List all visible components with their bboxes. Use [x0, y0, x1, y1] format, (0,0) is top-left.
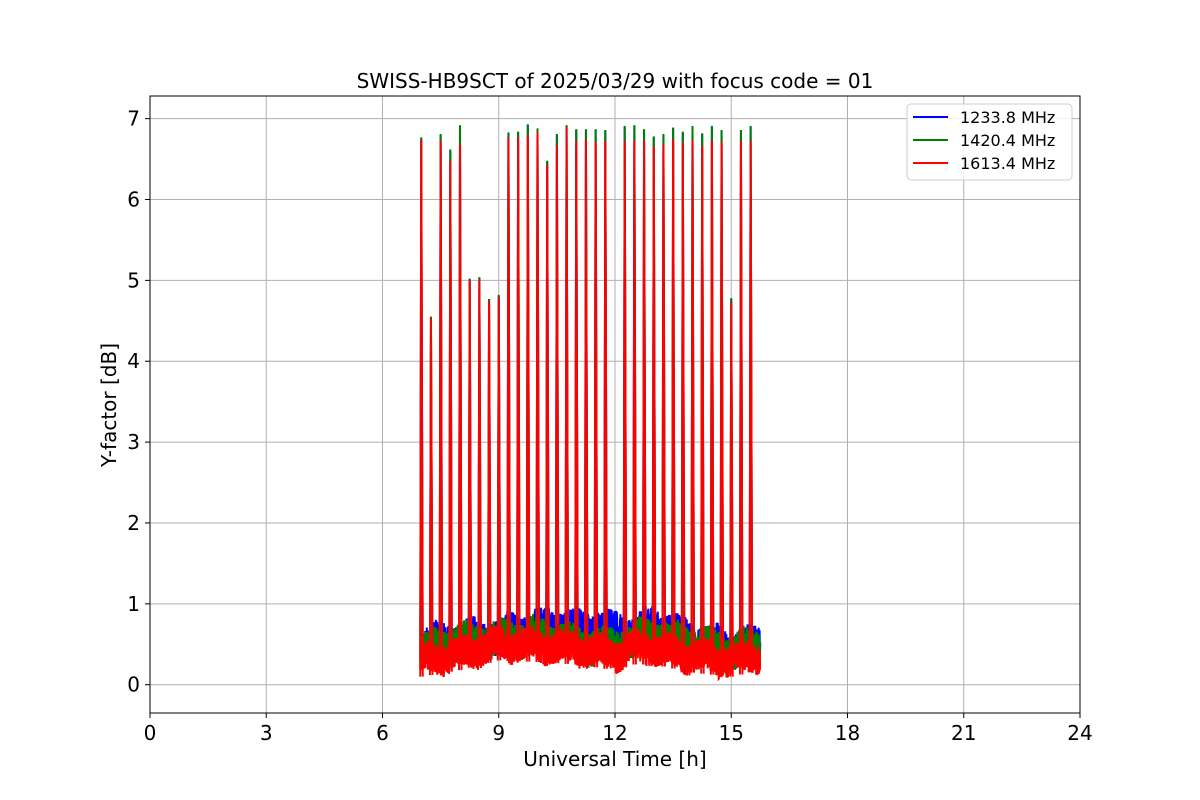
x-axis-label: Universal Time [h]	[523, 747, 706, 771]
x-tick-label: 15	[719, 721, 744, 745]
peak-mark	[748, 141, 754, 673]
x-tick-label: 3	[260, 721, 273, 745]
x-tick-label: 21	[951, 721, 976, 745]
peak-mark	[477, 279, 482, 666]
y-tick-label: 0	[127, 673, 140, 697]
y-tick-label: 4	[127, 349, 140, 373]
y-tick-label: 3	[127, 430, 140, 454]
x-tick-label: 18	[835, 721, 860, 745]
peak-mark	[496, 297, 502, 661]
y-tick-label: 5	[127, 268, 140, 292]
x-tick-label: 9	[492, 721, 505, 745]
y-tick-label: 6	[127, 188, 140, 212]
peak-mark	[738, 141, 744, 675]
peak-mark	[506, 137, 511, 661]
peak-mark	[458, 144, 463, 671]
peak-mark	[448, 160, 453, 672]
peak-mark	[583, 139, 589, 666]
peak-mark	[642, 140, 647, 665]
peak-mark	[603, 141, 608, 669]
peak-mark	[719, 142, 725, 676]
peak-mark	[438, 140, 444, 674]
chart-title: SWISS-HB9SCT of 2025/03/29 with focus co…	[357, 69, 874, 93]
x-tick-label: 12	[602, 721, 627, 745]
peak-mark	[554, 145, 560, 664]
peak-mark	[709, 141, 715, 675]
peak-mark	[574, 141, 579, 665]
peak-mark	[651, 146, 657, 665]
series-group	[419, 124, 762, 682]
legend-label: 1613.4 MHz	[960, 154, 1055, 173]
peak-mark	[632, 140, 637, 665]
legend-label: 1233.8 MHz	[960, 108, 1055, 127]
x-tick-label: 24	[1067, 721, 1092, 745]
x-tick-label: 0	[144, 721, 157, 745]
y-tick-label: 2	[127, 511, 140, 535]
y-tick-label: 7	[127, 107, 140, 131]
peak-mark	[545, 165, 550, 663]
peak-mark	[680, 142, 686, 671]
peak-mark	[729, 302, 734, 677]
peak-mark	[419, 140, 424, 677]
legend-box	[906, 103, 1073, 181]
legend-label: 1420.4 MHz	[960, 131, 1055, 150]
peak-mark	[428, 318, 434, 675]
peak-mark	[525, 135, 531, 662]
series-1613-4-mhz	[419, 126, 762, 682]
peak-mark	[593, 142, 599, 668]
legend: 1233.8 MHz 1420.4 MHz 1613.4 MHz	[906, 103, 1073, 181]
peak-mark	[535, 131, 540, 663]
peak-mark	[487, 301, 492, 663]
y-axis-label: Y-factor [dB]	[97, 343, 121, 468]
peak-mark	[467, 280, 473, 668]
peak-mark	[564, 126, 570, 664]
peak-mark	[700, 146, 705, 674]
peak-mark	[661, 144, 666, 667]
peak-mark	[690, 140, 695, 673]
x-tick-label: 6	[376, 721, 389, 745]
peak-mark	[671, 139, 676, 669]
peak-mark	[516, 137, 521, 662]
y-tick-label: 1	[127, 592, 140, 616]
peak-mark	[622, 141, 628, 668]
